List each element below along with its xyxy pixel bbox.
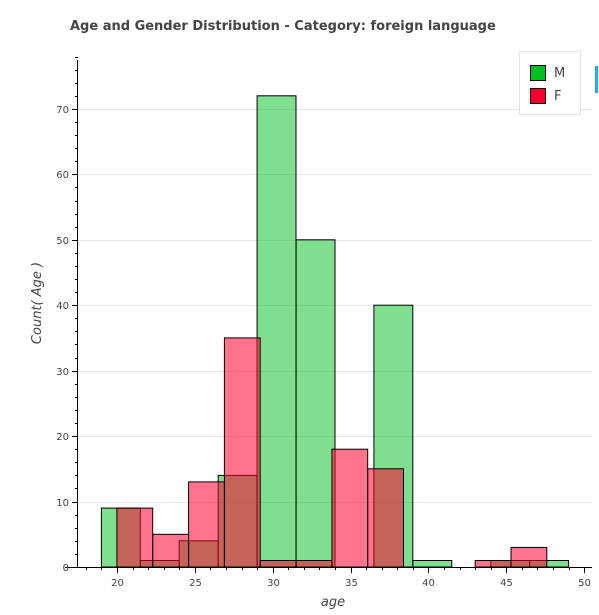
y-tick-label: 60 (56, 170, 69, 181)
y-tick-label: 0 (63, 563, 69, 574)
bar-f (296, 561, 332, 568)
bar-f (224, 338, 260, 567)
y-tick-label: 70 (56, 105, 69, 116)
x-tick-label: 40 (422, 578, 435, 589)
x-tick-label: 45 (500, 578, 513, 589)
bar-f (511, 547, 547, 567)
bars-layer (101, 96, 568, 567)
y-tick-label: 10 (56, 498, 69, 509)
x-tick-label: 50 (578, 578, 591, 589)
bar-m (296, 240, 335, 567)
legend-label-f: F (554, 89, 561, 104)
legend-label-m: M (554, 66, 565, 81)
y-tick-label: 50 (56, 236, 69, 247)
bar-m (413, 561, 452, 568)
legend-swatch-m (530, 65, 546, 81)
bar-f (117, 508, 153, 567)
legend: M F (519, 51, 581, 115)
y-axis-ticks: 0 10 20 30 40 50 60 70 (56, 58, 78, 575)
x-tick-label: 20 (111, 578, 124, 589)
bar-f (260, 561, 296, 568)
y-tick-label: 30 (56, 367, 69, 378)
bar-f (332, 449, 368, 567)
x-axis-label: age (321, 595, 345, 610)
x-axis-ticks: 20 25 30 35 40 45 50 (87, 567, 591, 589)
legend-item-f: F (530, 87, 561, 105)
x-tick-label: 25 (189, 578, 202, 589)
toolbar-edge[interactable] (595, 66, 598, 93)
y-axis-label: Count( Age ) (30, 262, 45, 344)
bar-f (189, 482, 225, 567)
bar-f (475, 561, 511, 568)
x-tick-label: 35 (345, 578, 358, 589)
y-tick-label: 20 (56, 432, 69, 443)
x-tick-label: 30 (267, 578, 280, 589)
legend-item-m: M (530, 64, 565, 82)
bar-f (368, 469, 404, 567)
y-tick-label: 40 (56, 301, 69, 312)
bar-m (257, 96, 296, 567)
legend-swatch-f (530, 88, 546, 104)
bar-f (153, 534, 189, 567)
